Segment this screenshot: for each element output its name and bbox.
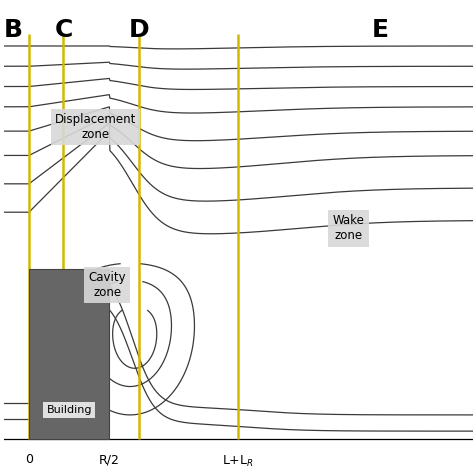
Text: Building: Building xyxy=(46,405,92,415)
Text: 0: 0 xyxy=(25,454,33,466)
Text: B: B xyxy=(3,18,22,42)
Text: C: C xyxy=(54,18,73,42)
Text: Wake
zone: Wake zone xyxy=(333,214,365,242)
Text: R/2: R/2 xyxy=(99,454,120,466)
Text: L+L$_R$: L+L$_R$ xyxy=(222,454,254,468)
Text: Displacement
zone: Displacement zone xyxy=(55,113,137,141)
Bar xyxy=(29,269,109,439)
Text: E: E xyxy=(372,18,389,42)
Text: Cavity
zone: Cavity zone xyxy=(88,271,126,299)
Text: D: D xyxy=(129,18,150,42)
